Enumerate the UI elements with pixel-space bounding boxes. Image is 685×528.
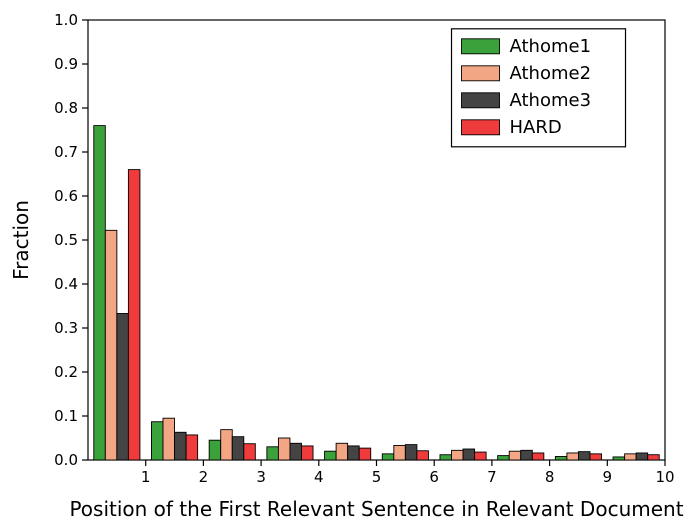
bar [578, 452, 590, 460]
y-axis-label: Fraction [9, 200, 33, 280]
ytick-label: 0.4 [54, 275, 78, 293]
ytick-label: 0.7 [54, 143, 78, 161]
ytick-label: 0.1 [54, 407, 78, 425]
ytick-label: 0.8 [54, 99, 78, 117]
bar [105, 230, 117, 460]
bar [336, 443, 348, 460]
ytick-label: 0.0 [54, 451, 78, 469]
bar [567, 453, 579, 460]
xtick-label: 7 [487, 468, 497, 486]
ytick-label: 0.5 [54, 231, 78, 249]
bar [521, 450, 533, 460]
bar [405, 445, 417, 460]
bar [163, 418, 175, 460]
bar [475, 452, 487, 460]
x-axis-label: Position of the First Relevant Sentence … [69, 497, 683, 521]
bar [209, 440, 221, 460]
legend-swatch [462, 66, 500, 81]
ytick-label: 0.2 [54, 363, 78, 381]
bar [128, 170, 140, 460]
legend-label: Athome2 [510, 63, 592, 84]
bar [221, 430, 233, 460]
bar [509, 451, 521, 460]
bar [532, 453, 544, 460]
xtick-label: 5 [372, 468, 382, 486]
legend-label: Athome1 [510, 36, 592, 57]
xtick-label: 6 [429, 468, 439, 486]
bar [636, 453, 648, 460]
bar [555, 456, 567, 460]
xtick-label: 9 [603, 468, 613, 486]
bar [175, 432, 187, 460]
bar [290, 443, 302, 460]
bar [613, 457, 625, 460]
bar [325, 451, 337, 460]
bar [94, 126, 106, 460]
bar [452, 450, 464, 460]
legend-swatch [462, 39, 500, 54]
bar [648, 455, 660, 460]
bar [301, 446, 313, 460]
chart-container: 0.0 0.1 0.2 0.3 0.4 0.5 0.6 0.7 0.8 0.9 1.0 1 2 3 4 5 6 7… [0, 0, 685, 528]
bar [359, 448, 371, 460]
xtick-label: 10 [655, 468, 674, 486]
xtick-label: 8 [545, 468, 555, 486]
ytick-label: 0.3 [54, 319, 78, 337]
bar [232, 437, 244, 460]
bar [117, 313, 129, 460]
bar [151, 422, 163, 460]
bar [394, 445, 406, 460]
legend: Athome1 Athome2 Athome3 HARD [452, 29, 626, 147]
bar [498, 456, 510, 460]
xtick-label: 3 [256, 468, 266, 486]
xtick-label: 2 [199, 468, 209, 486]
bar [267, 447, 279, 460]
xtick-label: 1 [141, 468, 151, 486]
bar [348, 446, 360, 460]
ytick-label: 0.6 [54, 187, 78, 205]
legend-swatch [462, 120, 500, 135]
bar [463, 449, 475, 460]
bar [186, 435, 198, 460]
legend-swatch [462, 93, 500, 108]
legend-label: Athome3 [510, 90, 592, 111]
bar [244, 444, 256, 460]
ytick-label: 0.9 [54, 55, 78, 73]
ytick-label: 1.0 [54, 11, 78, 29]
bar [590, 454, 602, 460]
bar-chart: 0.0 0.1 0.2 0.3 0.4 0.5 0.6 0.7 0.8 0.9 1.0 1 2 3 4 5 6 7… [0, 0, 685, 528]
bar [440, 455, 452, 460]
bar [382, 454, 394, 460]
xtick-label: 4 [314, 468, 324, 486]
bar [625, 454, 637, 460]
bar [278, 438, 290, 460]
bar [417, 451, 429, 460]
legend-label: HARD [510, 117, 562, 138]
